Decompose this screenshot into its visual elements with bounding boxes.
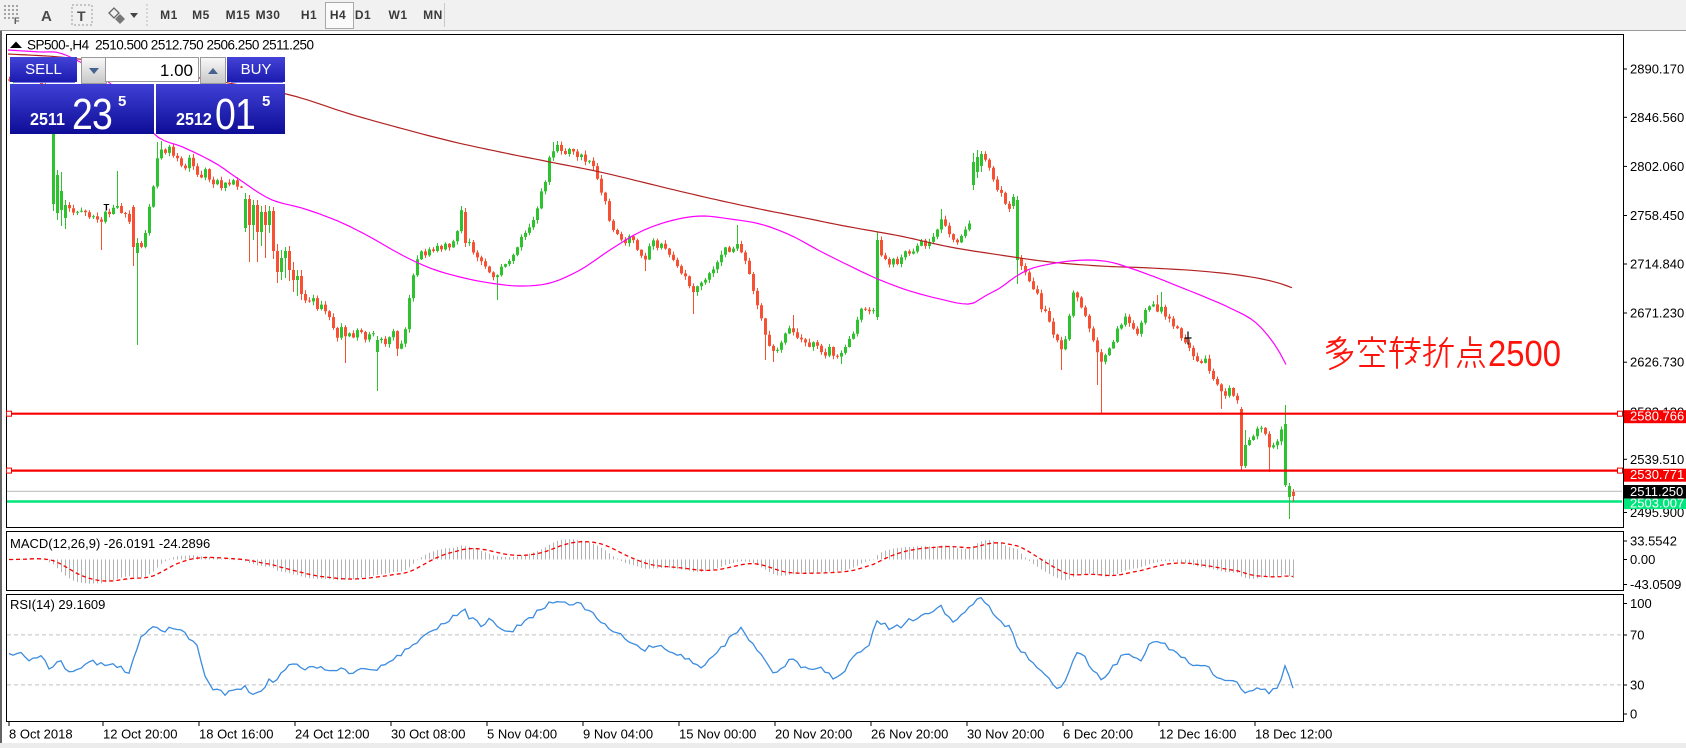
svg-text:26 Nov 20:00: 26 Nov 20:00 [871, 727, 948, 742]
svg-text:33.5542: 33.5542 [1630, 534, 1677, 549]
svg-text:2503.007: 2503.007 [1630, 496, 1684, 511]
svg-text:SP500-,H4 2510.500 2512.750 2: SP500-,H4 2510.500 2512.750 2506.250 251… [27, 38, 314, 53]
svg-text:T: T [77, 8, 86, 24]
svg-text:24 Oct 12:00: 24 Oct 12:00 [295, 727, 369, 742]
svg-text:2671.230: 2671.230 [1630, 306, 1684, 321]
svg-text:T: T [104, 203, 110, 214]
svg-text:2890.170: 2890.170 [1630, 62, 1684, 77]
svg-text:12 Dec 16:00: 12 Dec 16:00 [1159, 727, 1236, 742]
svg-text:12 Oct 20:00: 12 Oct 20:00 [103, 727, 177, 742]
svg-text:20 Nov 20:00: 20 Nov 20:00 [775, 727, 852, 742]
svg-text:5 Nov 04:00: 5 Nov 04:00 [487, 727, 557, 742]
svg-text:RSI(14) 29.1609: RSI(14) 29.1609 [10, 597, 105, 612]
svg-text:MACD(12,26,9) -26.0191 -24.289: MACD(12,26,9) -26.0191 -24.2896 [10, 536, 210, 551]
svg-text:2846.560: 2846.560 [1630, 110, 1684, 125]
svg-text:30: 30 [1630, 678, 1644, 693]
svg-text:0.00: 0.00 [1630, 552, 1655, 567]
svg-text:2758.450: 2758.450 [1630, 208, 1684, 223]
svg-text:6 Dec 20:00: 6 Dec 20:00 [1063, 727, 1133, 742]
svg-text:2714.840: 2714.840 [1630, 257, 1684, 272]
svg-text:2511.250: 2511.250 [1630, 484, 1683, 499]
svg-text:2580.766: 2580.766 [1630, 409, 1684, 424]
svg-text:2802.060: 2802.060 [1630, 159, 1684, 174]
svg-text:F: F [14, 16, 20, 26]
svg-text:2530.771: 2530.771 [1630, 467, 1684, 482]
svg-text:9 Nov 04:00: 9 Nov 04:00 [583, 727, 653, 742]
svg-text:15 Nov 00:00: 15 Nov 00:00 [679, 727, 756, 742]
svg-text:30 Nov 20:00: 30 Nov 20:00 [967, 727, 1044, 742]
svg-text:100: 100 [1630, 596, 1652, 611]
svg-text:2539.510: 2539.510 [1630, 452, 1684, 467]
svg-text:8 Oct 2018: 8 Oct 2018 [9, 727, 73, 742]
svg-text:30 Oct 08:00: 30 Oct 08:00 [391, 727, 465, 742]
svg-text:-43.0509: -43.0509 [1630, 577, 1681, 592]
svg-text:18 Dec 12:00: 18 Dec 12:00 [1255, 727, 1332, 742]
svg-text:18 Oct 16:00: 18 Oct 16:00 [199, 727, 273, 742]
svg-text:A: A [41, 8, 52, 25]
svg-text:2626.730: 2626.730 [1630, 355, 1684, 370]
svg-text:2500: 2500 [1488, 333, 1561, 374]
svg-text:70: 70 [1630, 628, 1644, 643]
svg-text:0: 0 [1630, 707, 1637, 722]
